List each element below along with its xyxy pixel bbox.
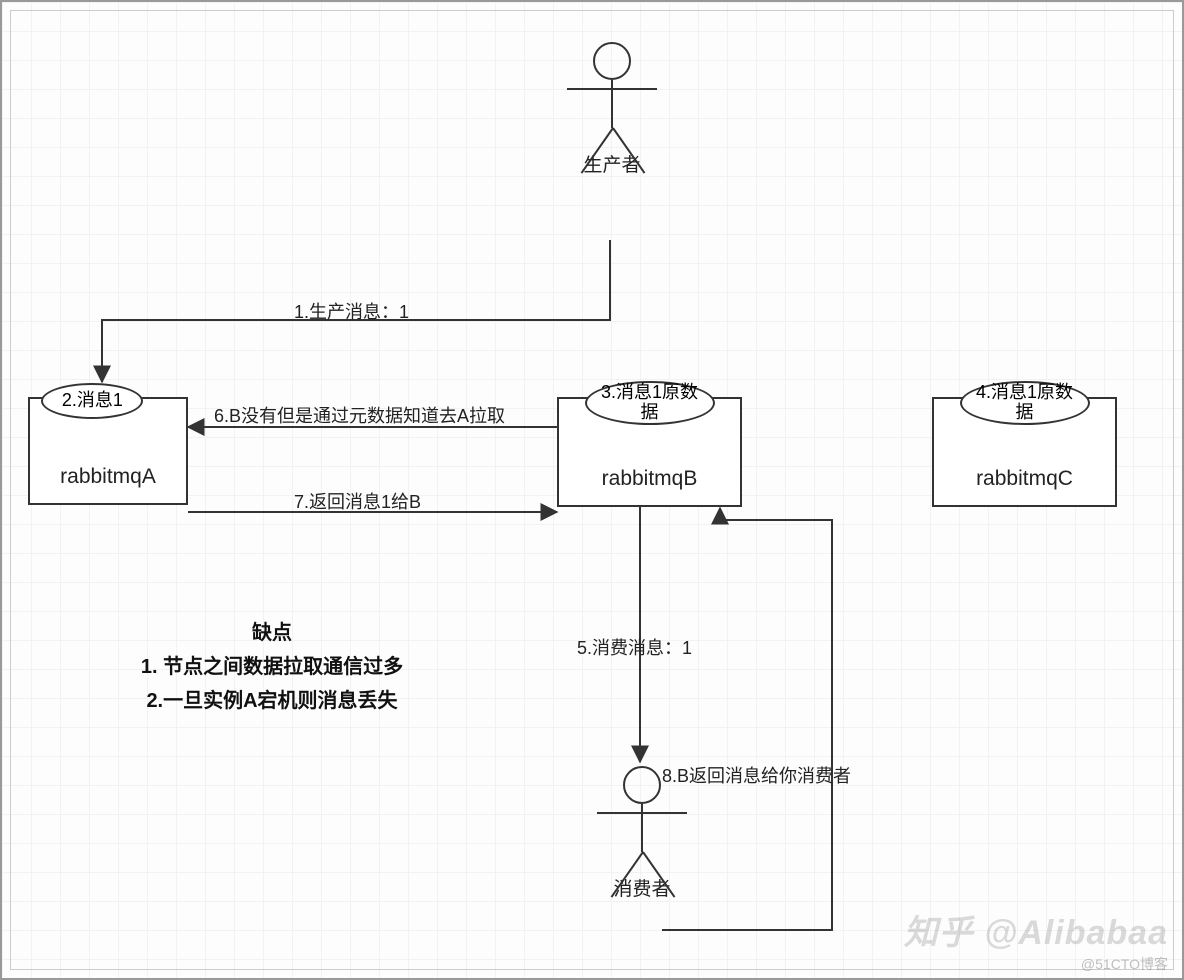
actor-head-icon	[623, 766, 661, 804]
node-A-name: rabbitmqA	[30, 465, 186, 489]
actor-head-icon	[593, 42, 631, 80]
node-A-oval-label: 2.消息1	[62, 391, 123, 411]
watermark-zhihu: 知乎 @Alibabaa	[904, 905, 1168, 954]
edge-6-label: 6.B没有但是通过元数据知道去A拉取	[214, 402, 505, 428]
node-C-oval: 4.消息1原数据	[960, 381, 1090, 425]
node-B-name: rabbitmqB	[559, 467, 740, 491]
edge-5-label: 5.消费消息：1	[577, 634, 692, 660]
drawbacks-line1: 1. 节点之间数据拉取通信过多	[132, 650, 412, 684]
actor-consumer-label: 消费者	[592, 874, 692, 901]
node-rabbitmqC: 4.消息1原数据 rabbitmqC	[932, 397, 1117, 507]
drawbacks-line2: 2.一旦实例A宕机则消息丢失	[132, 684, 412, 718]
node-A-oval: 2.消息1	[41, 383, 143, 419]
edge-1-label: 1.生产消息：1	[294, 298, 409, 324]
edge-7-label: 7.返回消息1给B	[294, 488, 421, 514]
actor-producer-label: 生产者	[562, 150, 662, 177]
watermark-cto: @51CTO博客	[1081, 954, 1168, 974]
drawbacks-block: 缺点 1. 节点之间数据拉取通信过多 2.一旦实例A宕机则消息丢失	[132, 616, 412, 718]
node-rabbitmqA: 2.消息1 rabbitmqA	[28, 397, 188, 505]
diagram-canvas: 生产者 消费者 2.消息1 rabbitmqA 3.消息1原数据 rabbitm…	[0, 0, 1184, 980]
node-rabbitmqB: 3.消息1原数据 rabbitmqB	[557, 397, 742, 507]
node-B-oval: 3.消息1原数据	[585, 381, 715, 425]
actor-producer: 生产者	[562, 42, 662, 177]
node-C-name: rabbitmqC	[934, 467, 1115, 491]
drawbacks-title: 缺点	[132, 616, 412, 650]
node-C-oval-label: 4.消息1原数据	[968, 383, 1082, 423]
edge-8-label: 8.B返回消息给你消费者	[662, 762, 851, 788]
node-B-oval-label: 3.消息1原数据	[593, 383, 707, 423]
